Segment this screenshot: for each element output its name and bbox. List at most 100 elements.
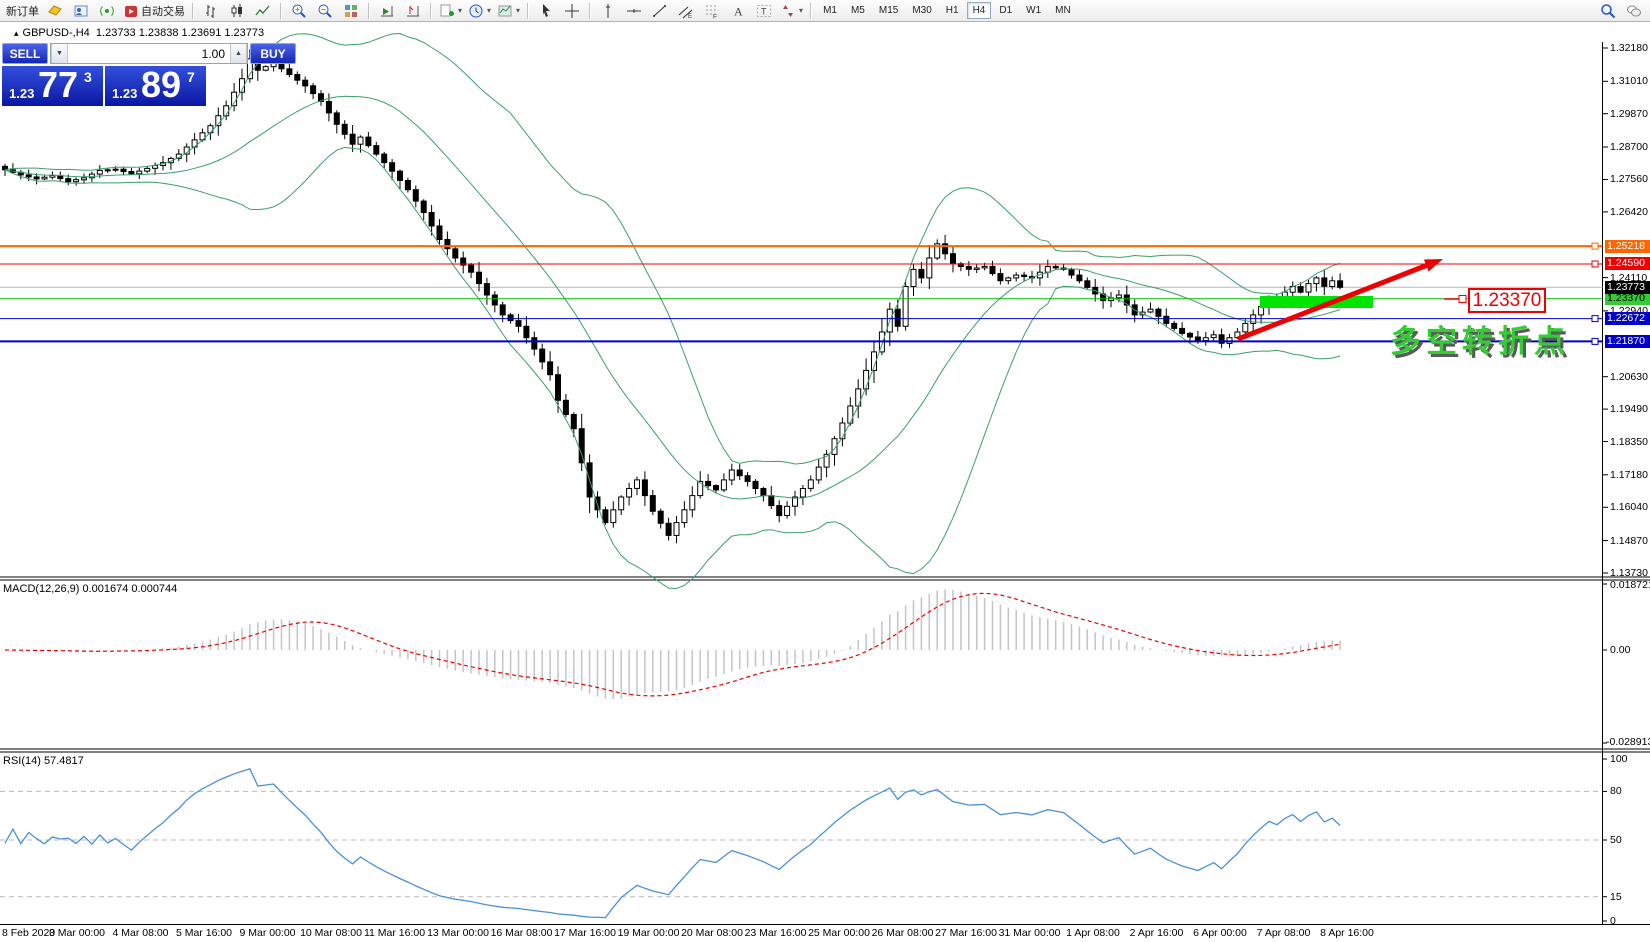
rsi-axis-tick: 80	[1610, 785, 1622, 798]
timeframe-mn-button[interactable]: MN	[1055, 5, 1071, 16]
timeframe-w1-button[interactable]: W1	[1026, 5, 1042, 16]
timeframe-m15-button[interactable]: M15	[878, 5, 899, 16]
crosshair-button[interactable]	[559, 1, 585, 20]
time-axis-label: 31 Mar 00:00	[998, 927, 1061, 939]
time-axis-label: 2 Apr 16:00	[1129, 927, 1184, 939]
price-level-tag[interactable]: 1.23370	[1605, 292, 1650, 306]
buy-price-prefix: 1.23	[112, 86, 138, 101]
vertical-line-button[interactable]	[595, 1, 621, 20]
timeframe-m30-button[interactable]: M30	[912, 5, 932, 16]
macd-axis-min: -0.028913	[1606, 736, 1650, 748]
svg-text:A: A	[734, 4, 743, 18]
timeframe-h4-button[interactable]: H4	[966, 2, 992, 19]
textA-icon: A	[734, 4, 743, 18]
auto-trading-button[interactable]: 自动交易	[120, 1, 188, 20]
price-tick: 1.27560	[1610, 173, 1648, 186]
bars-button[interactable]	[198, 1, 224, 20]
chart-shift-button[interactable]	[400, 1, 426, 20]
price-level-tag[interactable]: 1.21870	[1605, 334, 1650, 348]
toolbar-right	[1595, 1, 1647, 20]
timeframe-h1-button[interactable]: H1	[945, 5, 959, 16]
trend-arrow[interactable]	[1237, 259, 1443, 342]
vline-icon	[606, 3, 611, 18]
macd-axis-max: 0.018721	[1610, 579, 1650, 591]
candlesticks	[2, 49, 1344, 544]
price-tick: 1.13730	[1610, 566, 1648, 579]
price-level-tag[interactable]: 1.22672	[1605, 312, 1650, 326]
templates-button[interactable]: ▾	[494, 1, 523, 20]
macd-histogram	[12, 589, 1341, 700]
zoom-out-button[interactable]	[312, 1, 338, 20]
text-button[interactable]: A	[725, 1, 751, 20]
price-level-tag[interactable]: 1.24590	[1605, 257, 1650, 271]
text-label-button[interactable]: T	[751, 1, 777, 20]
price-tick: 1.19490	[1610, 403, 1648, 416]
cursor-button[interactable]	[533, 1, 559, 20]
arrows-icon	[783, 4, 794, 17]
buy-price-panel[interactable]: 1.23 89 7	[105, 64, 206, 106]
channel-button[interactable]: E	[673, 1, 699, 20]
time-axis-label: 1 Apr 08:00	[1066, 927, 1120, 939]
sell-button[interactable]: SELL	[2, 43, 48, 64]
fibonacci-button[interactable]: F	[699, 1, 725, 20]
crosshair-icon	[565, 3, 580, 18]
arrows-button[interactable]: ▾	[777, 1, 806, 20]
volume-input[interactable]	[68, 44, 230, 63]
candles-button[interactable]	[224, 1, 250, 20]
volume-increase-button[interactable]: ▲	[230, 44, 247, 63]
market-watch-button[interactable]	[68, 1, 94, 20]
symbol-period-label: GBPUSD-,H4	[22, 27, 90, 39]
time-axis-label: 8 Apr 16:00	[1320, 927, 1374, 939]
volume-decrease-button[interactable]: ▼	[51, 44, 68, 63]
time-axis-label: 4 Mar 08:00	[112, 927, 169, 939]
signal-button[interactable]	[94, 1, 120, 20]
time-axis-label: 19 Mar 00:00	[617, 927, 680, 939]
price-tick: 1.16040	[1610, 501, 1648, 514]
horizontal-line-button[interactable]	[621, 1, 647, 20]
time-axis-label: 13 Mar 00:00	[427, 927, 489, 939]
tile-windows-button[interactable]	[338, 1, 364, 20]
trendline-icon	[653, 4, 667, 17]
new-order-button[interactable]: 新订单	[6, 5, 39, 18]
sell-price-sup: 3	[84, 69, 92, 85]
timeframe-m1-button[interactable]: M1	[823, 5, 837, 16]
toolbar-separator	[810, 2, 813, 19]
line-chart-button[interactable]	[250, 1, 276, 20]
indicators-button[interactable]: ▾	[436, 1, 465, 20]
timeframe-m5-button[interactable]: M5	[850, 5, 865, 16]
periods-button[interactable]: ▾	[465, 1, 494, 20]
template-icon	[498, 5, 512, 16]
toolbar-separator	[527, 2, 530, 19]
trade-tag-button[interactable]	[42, 1, 68, 20]
chat-button[interactable]	[1621, 1, 1647, 20]
buy-button[interactable]: BUY	[250, 43, 296, 64]
chart-title: ▴ GBPUSD-,H4 1.23733 1.23838 1.23691 1.23…	[14, 27, 264, 39]
trendline-button[interactable]	[647, 1, 673, 20]
time-axis-label: 7 Apr 08:00	[1256, 927, 1311, 939]
timeframe-d1-button[interactable]: D1	[999, 5, 1013, 16]
rsi-axis-tick: 50	[1610, 834, 1622, 846]
rsi-line	[4, 768, 1341, 919]
auto-scroll-button[interactable]	[374, 1, 400, 20]
turning-point-annotation[interactable]: 多空转折点	[1390, 324, 1570, 359]
horizontal-level-lines[interactable]	[0, 242, 1603, 345]
indicators-icon	[440, 4, 454, 16]
zoom-in-button[interactable]	[286, 1, 312, 20]
collapse-arrow-icon[interactable]: ▴	[14, 28, 19, 38]
search-button[interactable]	[1595, 1, 1621, 20]
toolbar-separator	[192, 2, 194, 19]
price-level-tag[interactable]: 1.25218	[1605, 239, 1650, 253]
macd-label: MACD(12,26,9) 0.001674 0.000744	[3, 583, 178, 595]
sell-price-panel[interactable]: 1.23 77 3	[2, 64, 103, 106]
time-axis-label: 8 Feb 2020	[2, 927, 56, 939]
rsi-label: RSI(14) 57.4817	[3, 755, 84, 767]
time-axis-label: 6 Apr 00:00	[1193, 927, 1247, 939]
time-axis-label: 17 Mar 16:00	[554, 927, 616, 939]
autoscroll-icon	[381, 5, 393, 16]
signal-icon	[100, 5, 114, 16]
price-callout-box[interactable]: 1.23370	[1468, 288, 1546, 313]
time-axis-label: 23 Mar 16:00	[744, 927, 807, 939]
zoomout-icon	[318, 4, 332, 18]
time-axis-label: 3 Mar 00:00	[48, 927, 106, 939]
